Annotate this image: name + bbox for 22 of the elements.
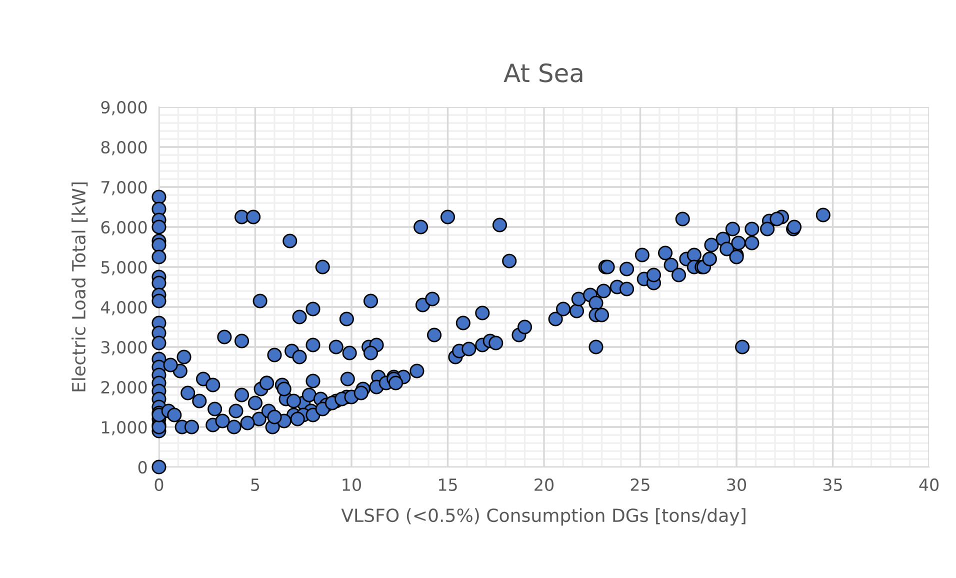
y-tick-label: 2,000	[101, 380, 147, 396]
x-tick-label: 5	[251, 478, 260, 492]
y-tick-label: 7,000	[102, 180, 147, 196]
y-tick-label: 4,000	[100, 300, 147, 316]
x-tick-label: 10	[342, 478, 361, 492]
y-tick-label: 0	[138, 460, 147, 474]
y-tick-label: 1,000	[102, 420, 147, 436]
x-tick-label: 20	[534, 478, 554, 492]
chart-title: At Sea	[504, 63, 582, 82]
x-tick-label: 25	[630, 478, 650, 492]
y-tick-label: 5,000	[101, 260, 147, 276]
y-tick-label: 3,000	[101, 340, 147, 356]
x-tick-label: 30	[727, 478, 746, 492]
x-tick-label: 35	[823, 478, 842, 492]
y-tick-label: 9,000	[101, 100, 147, 116]
y-tick-label: 6,000	[101, 220, 147, 236]
y-tick-label: 8,000	[101, 140, 147, 156]
x-tick-label: 0	[154, 478, 164, 492]
x-tick-label: 40	[919, 478, 939, 492]
x-axis-title: VLSFO (<0.5%) Consumption DGs [tons/day]	[341, 508, 746, 526]
x-tick-label: 15	[438, 478, 457, 492]
y-axis-title: Electric Load Total [kW]	[72, 182, 88, 392]
